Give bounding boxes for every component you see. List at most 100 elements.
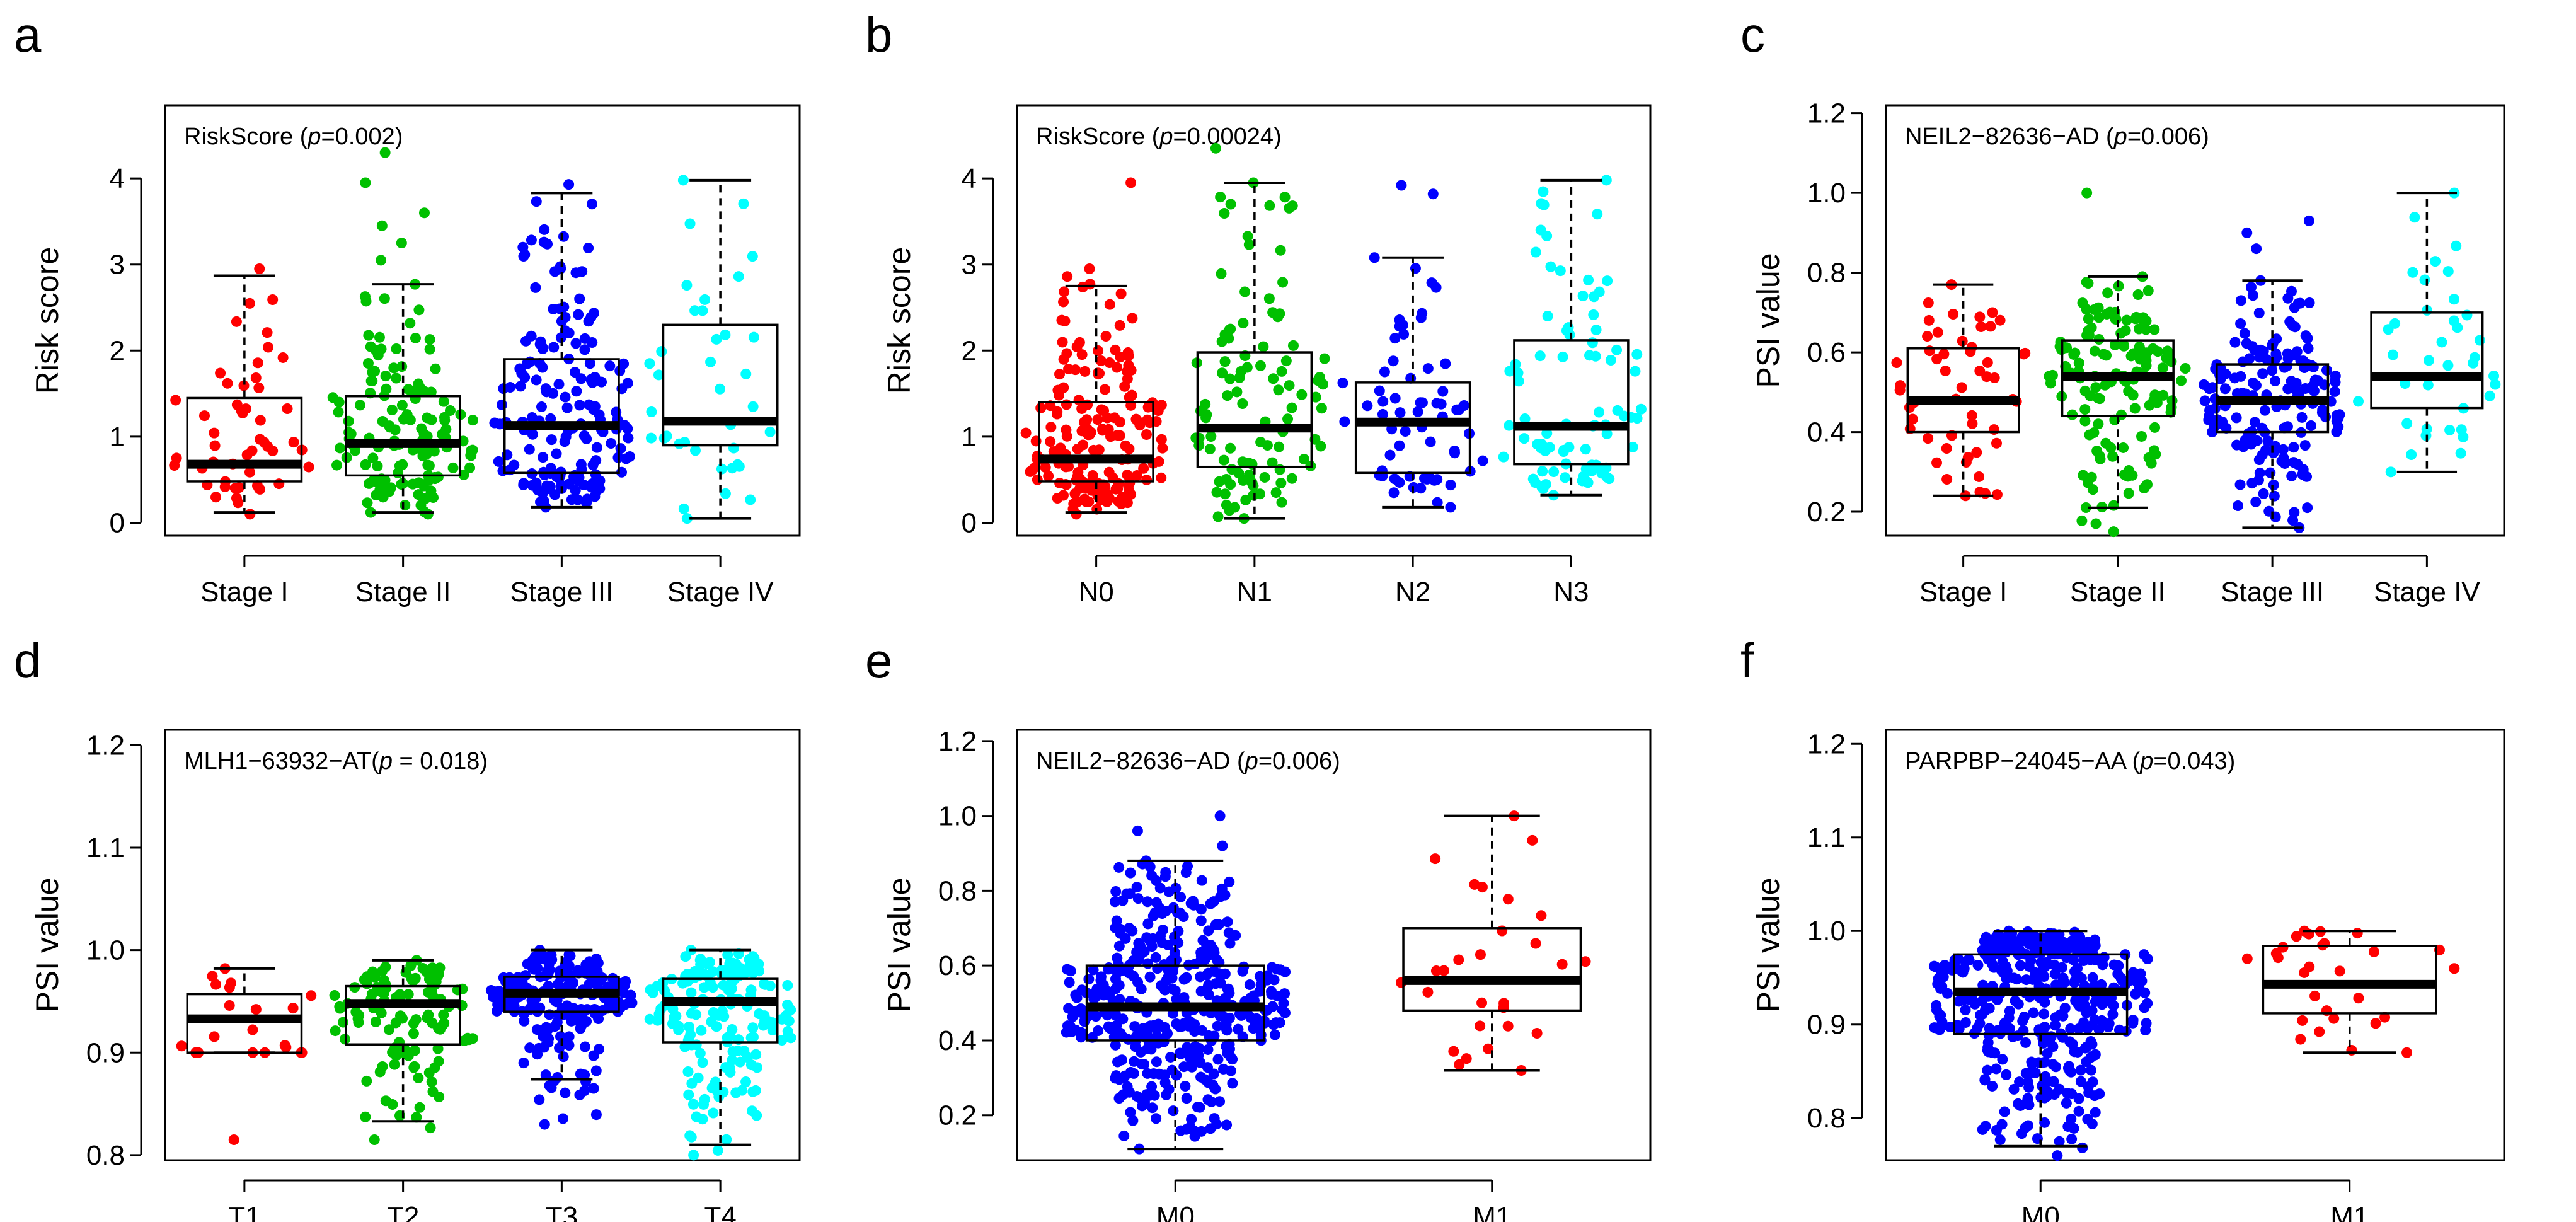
data-point bbox=[1221, 1025, 1233, 1036]
data-point bbox=[1221, 499, 1232, 510]
data-point bbox=[386, 405, 398, 416]
data-point bbox=[1430, 965, 1442, 977]
data-point bbox=[1987, 1047, 1998, 1058]
data-point bbox=[1412, 406, 1423, 417]
data-point bbox=[1960, 1017, 1971, 1028]
data-point bbox=[1394, 407, 1406, 418]
data-point bbox=[1076, 349, 1088, 360]
data-point bbox=[1188, 899, 1199, 911]
data-point bbox=[1224, 373, 1236, 384]
data-point bbox=[1948, 308, 1959, 320]
y-tick-label: 3 bbox=[962, 250, 977, 280]
data-point bbox=[1379, 366, 1390, 378]
data-point bbox=[1941, 473, 1953, 485]
box-iqr bbox=[345, 395, 462, 477]
data-point bbox=[1259, 471, 1270, 483]
data-point bbox=[2352, 928, 2363, 939]
data-point bbox=[1193, 440, 1205, 451]
data-point bbox=[2488, 371, 2500, 382]
data-point bbox=[1217, 840, 1228, 851]
data-point bbox=[1156, 434, 1167, 445]
data-point bbox=[1151, 1113, 1162, 1124]
panel-letter-e: e bbox=[865, 633, 892, 688]
data-point bbox=[498, 383, 509, 395]
data-point bbox=[2407, 267, 2418, 278]
data-point bbox=[2166, 401, 2177, 413]
data-point bbox=[362, 357, 374, 369]
box-iqr bbox=[662, 977, 779, 1044]
data-point bbox=[1578, 471, 1589, 482]
data-point bbox=[2295, 1034, 2306, 1045]
data-point bbox=[367, 452, 379, 464]
panel-letter-a: a bbox=[14, 7, 42, 62]
data-point bbox=[1519, 433, 1530, 444]
data-point bbox=[2066, 1134, 2078, 1145]
data-point bbox=[376, 220, 388, 231]
y-tick-label: 1.2 bbox=[1807, 98, 1846, 129]
data-point bbox=[2105, 442, 2117, 453]
data-point bbox=[2077, 1142, 2088, 1153]
data-point bbox=[1279, 192, 1291, 203]
data-point bbox=[2049, 968, 2061, 979]
data-point bbox=[1115, 288, 1127, 299]
data-point bbox=[2086, 1020, 2098, 1031]
data-point bbox=[374, 331, 385, 343]
data-point bbox=[537, 342, 548, 353]
data-point bbox=[745, 494, 756, 505]
data-point bbox=[209, 440, 221, 451]
data-point bbox=[552, 1072, 563, 1083]
data-point bbox=[2484, 390, 2495, 401]
data-point bbox=[370, 1016, 381, 1027]
y-axis-label: Risk score bbox=[30, 247, 65, 394]
data-point bbox=[2253, 454, 2265, 466]
data-point bbox=[1975, 321, 1987, 333]
data-point bbox=[1630, 366, 1641, 377]
data-point bbox=[1069, 488, 1081, 499]
data-point bbox=[1631, 349, 1643, 360]
data-point bbox=[396, 361, 408, 372]
data-point bbox=[2334, 965, 2345, 977]
data-point bbox=[566, 1015, 577, 1027]
data-point bbox=[407, 975, 418, 986]
box-iqr bbox=[2262, 945, 2437, 1015]
data-point bbox=[1587, 337, 1598, 349]
data-point bbox=[1982, 357, 1993, 368]
data-point bbox=[1104, 357, 1115, 368]
data-point bbox=[520, 970, 531, 981]
data-point bbox=[1225, 442, 1236, 454]
chart-title-p-value: = 0.018) bbox=[393, 748, 488, 775]
data-point bbox=[1979, 1074, 1991, 1085]
y-tick-label: 0.8 bbox=[938, 875, 977, 906]
data-point bbox=[686, 987, 697, 998]
chart-title: NEIL2−82636−AD (p=0.006) bbox=[1905, 124, 2209, 150]
data-point bbox=[1151, 1056, 1162, 1068]
data-point bbox=[409, 1061, 420, 1072]
data-point bbox=[555, 263, 566, 274]
data-point bbox=[1208, 1068, 1219, 1080]
data-point bbox=[366, 989, 377, 1000]
data-point bbox=[2251, 243, 2262, 255]
data-point bbox=[705, 356, 716, 367]
data-point bbox=[1267, 962, 1278, 973]
data-point bbox=[563, 179, 575, 190]
data-point bbox=[250, 1004, 262, 1015]
data-point bbox=[2232, 500, 2243, 512]
x-tick-label: N3 bbox=[1553, 577, 1589, 608]
data-point bbox=[1586, 465, 1597, 476]
data-point bbox=[1163, 886, 1175, 897]
data-point bbox=[1972, 1022, 1983, 1034]
data-point bbox=[2235, 295, 2246, 306]
data-point bbox=[1627, 441, 1638, 452]
data-point bbox=[2080, 502, 2091, 513]
data-point bbox=[369, 366, 381, 377]
data-point bbox=[2288, 457, 2299, 468]
data-point bbox=[1923, 433, 1934, 444]
data-point bbox=[403, 384, 414, 395]
data-point bbox=[2073, 1105, 2084, 1117]
data-point bbox=[531, 374, 542, 386]
data-point bbox=[1204, 444, 1216, 455]
data-point bbox=[1157, 442, 1168, 454]
data-point bbox=[2075, 1064, 2086, 1076]
data-point bbox=[1219, 889, 1231, 901]
data-point bbox=[1282, 413, 1294, 425]
